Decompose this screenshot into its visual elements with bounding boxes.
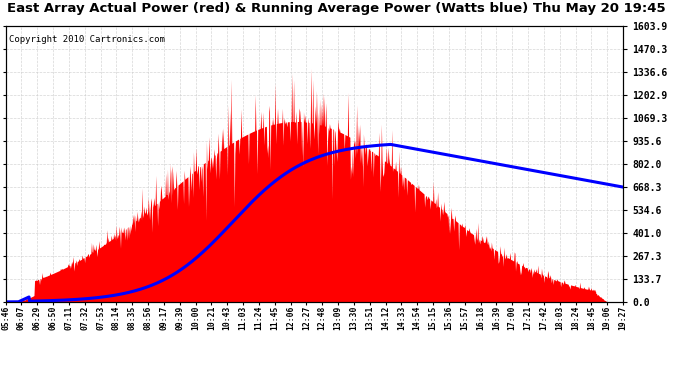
- Text: Copyright 2010 Cartronics.com: Copyright 2010 Cartronics.com: [8, 34, 164, 44]
- Text: East Array Actual Power (red) & Running Average Power (Watts blue) Thu May 20 19: East Array Actual Power (red) & Running …: [7, 2, 666, 15]
